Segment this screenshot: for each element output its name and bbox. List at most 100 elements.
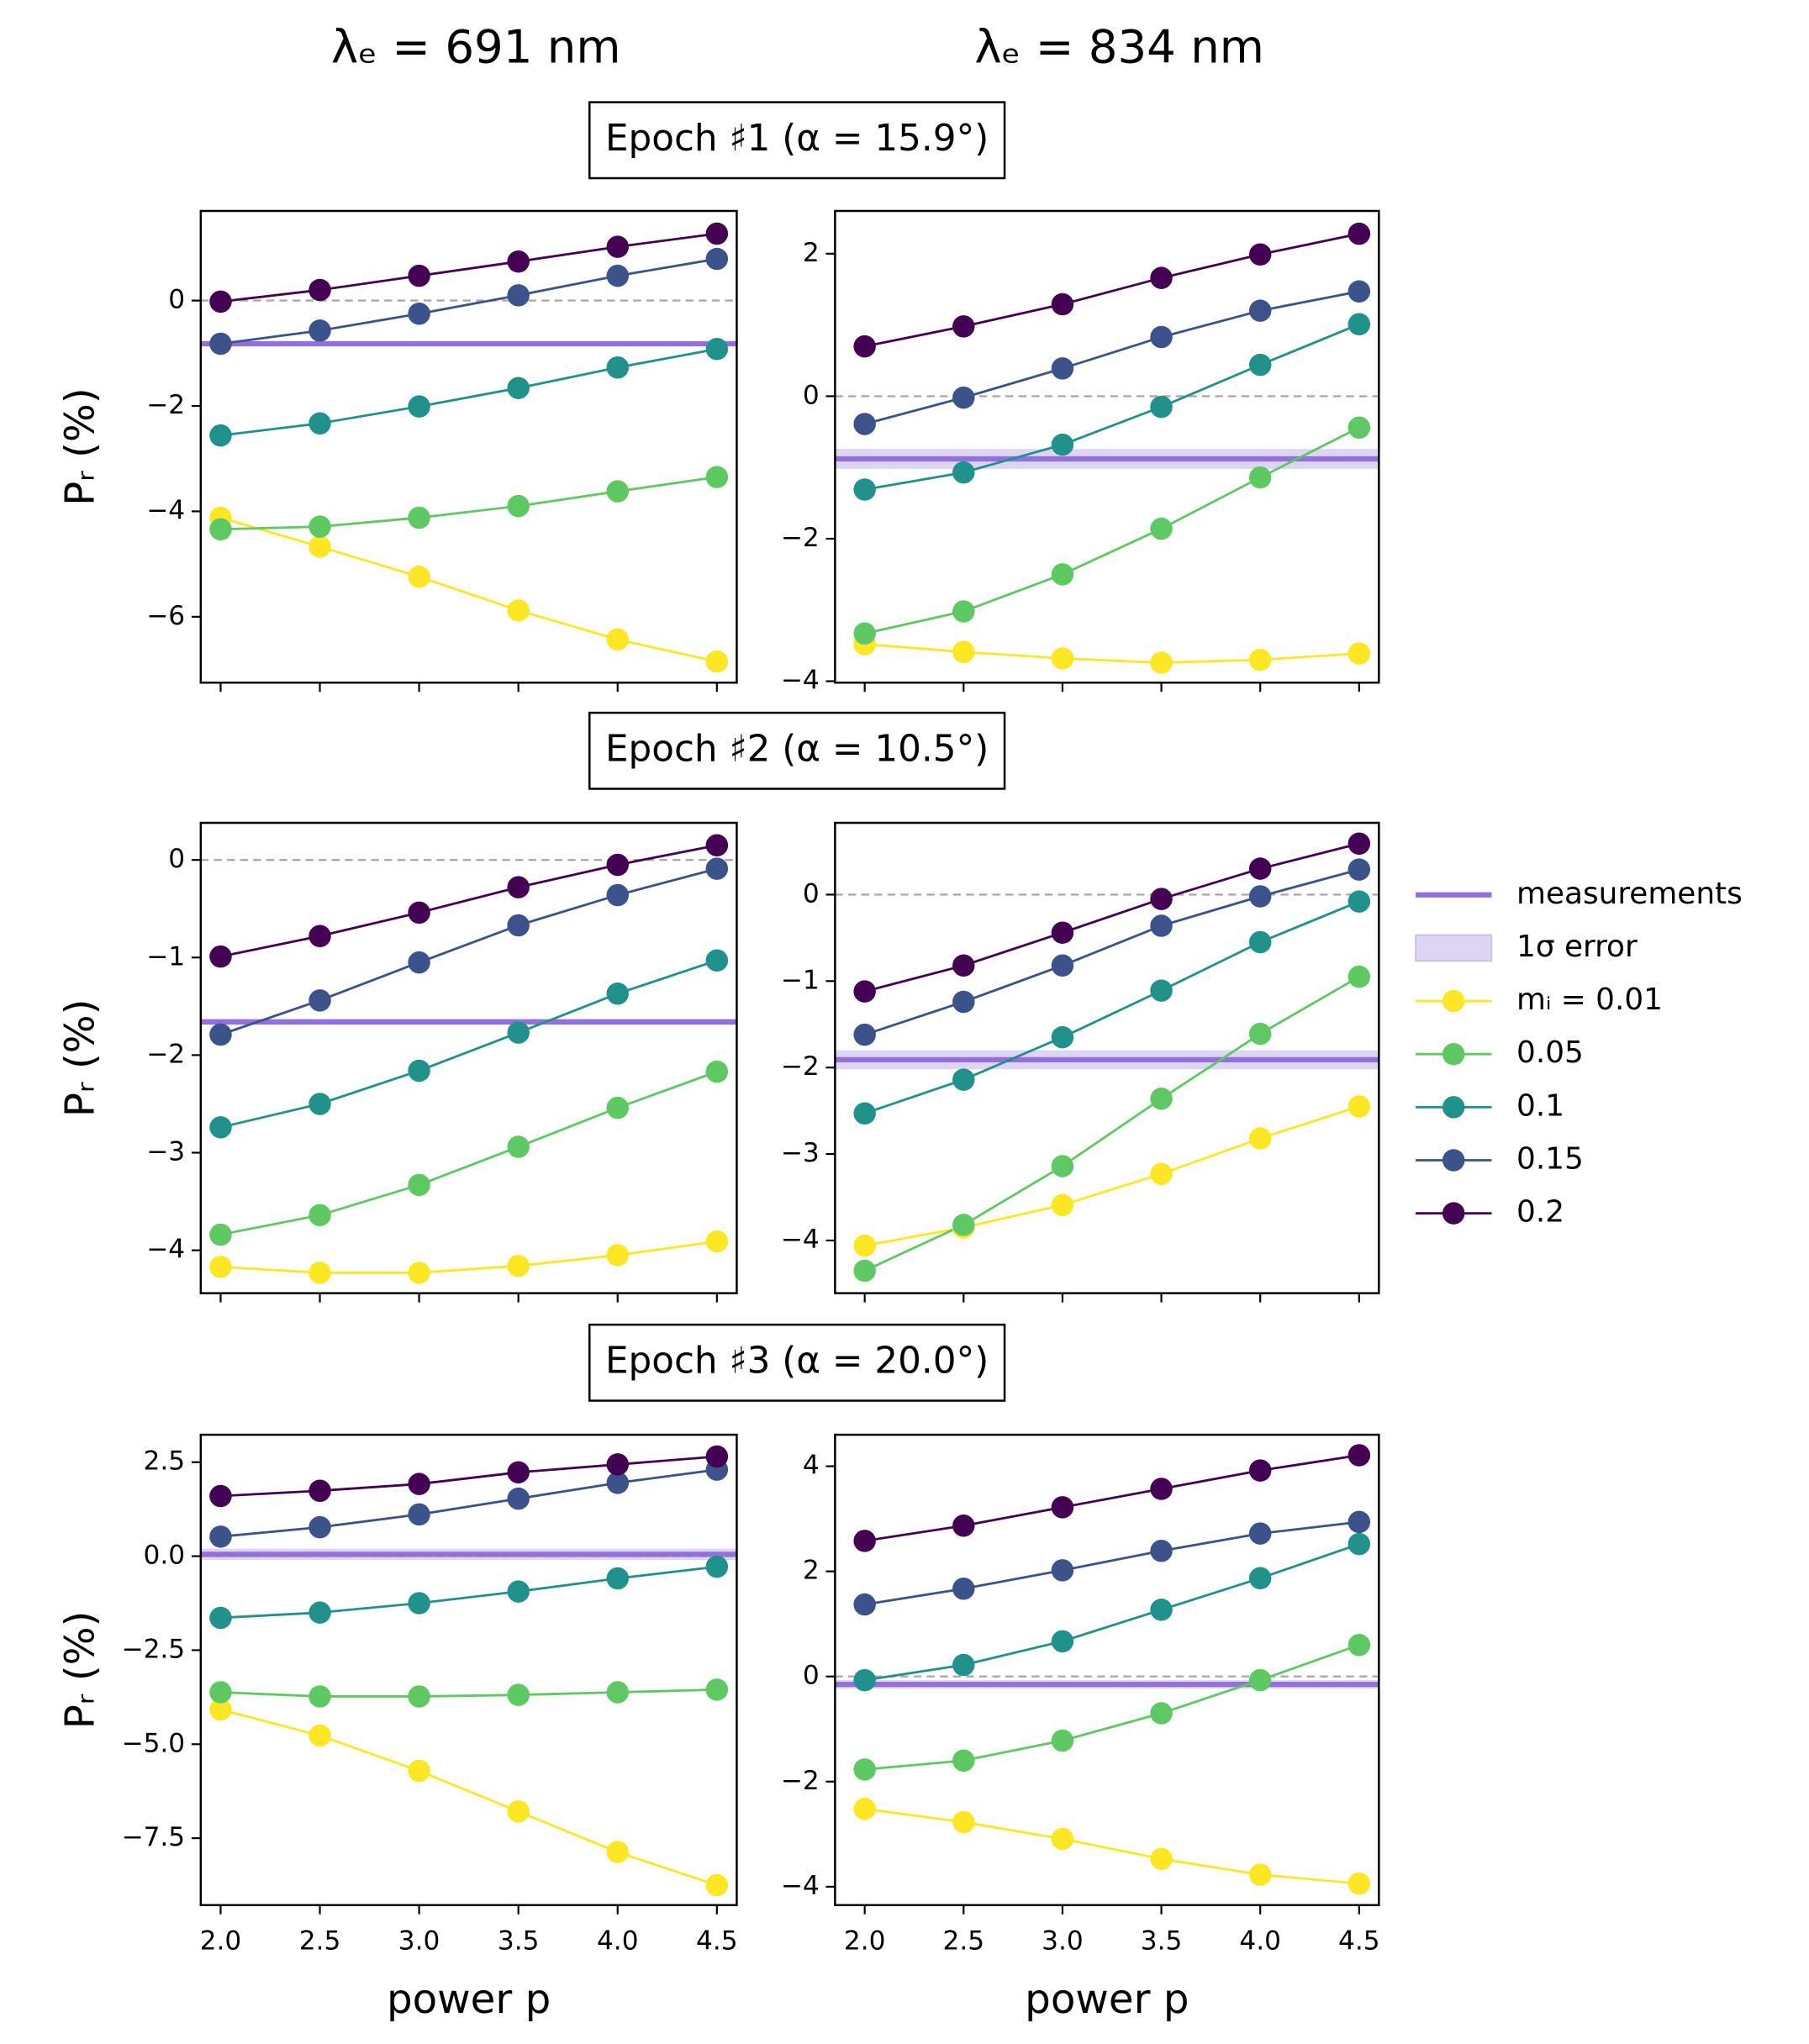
series-line	[220, 844, 718, 958]
series-marker	[705, 247, 729, 271]
series-marker	[408, 951, 430, 974]
y-tick-label: −4	[146, 1235, 185, 1265]
series-line	[864, 842, 1360, 993]
epoch-title: Epoch ♯2 (α = 10.5°)	[605, 727, 989, 770]
series-marker	[853, 478, 876, 501]
series-marker	[853, 1102, 876, 1125]
series-marker	[952, 1515, 975, 1537]
series-marker	[309, 1204, 331, 1227]
y-tick-label: −1	[781, 965, 820, 995]
x-tick-label: 2.5	[299, 1925, 341, 1956]
series-marker	[408, 395, 430, 418]
x-tick-label: 4.0	[597, 1925, 639, 1956]
series-marker	[1051, 292, 1074, 316]
y-tick-label: 2	[803, 1556, 820, 1586]
y-tick-label: −2	[781, 1766, 820, 1796]
series-marker	[1051, 1729, 1074, 1752]
series-marker	[1248, 1522, 1272, 1545]
series-marker	[1150, 1540, 1173, 1562]
y-tick-label: −1	[146, 941, 185, 972]
series-marker	[1051, 563, 1074, 586]
series-marker	[606, 1096, 630, 1119]
epoch-title-box	[588, 101, 1006, 180]
series-line	[220, 347, 718, 437]
y-tick-label: −4	[781, 1225, 820, 1255]
series-marker	[1150, 1087, 1173, 1110]
series-marker	[209, 1681, 232, 1704]
y-tick-label: −2	[146, 1039, 185, 1069]
series-line	[864, 1643, 1360, 1771]
series-marker	[1248, 857, 1272, 880]
y-axis-label: Pᵣ (%)	[57, 387, 104, 506]
y-axis-label: Pᵣ (%)	[57, 1611, 104, 1730]
plot-area	[835, 1454, 1379, 1885]
series-marker	[408, 1059, 430, 1083]
x-tick-label: 3.5	[498, 1925, 540, 1956]
y-tick-label: −5.0	[121, 1728, 185, 1758]
series-marker	[408, 1262, 430, 1284]
series-marker	[1150, 1847, 1173, 1870]
series-marker	[209, 1116, 232, 1139]
series-marker	[1051, 1193, 1074, 1217]
series-marker	[507, 914, 530, 937]
y-tick-label: 0	[803, 380, 820, 410]
series-marker	[507, 1683, 530, 1706]
axes-frame	[199, 1433, 738, 1906]
series-marker	[1248, 885, 1272, 908]
series-line	[864, 975, 1360, 1272]
epoch-title: Epoch ♯1 (α = 15.9°)	[605, 117, 989, 160]
series-line	[220, 1240, 718, 1274]
series-marker	[507, 1487, 530, 1510]
series-marker	[408, 506, 430, 529]
series-marker	[606, 883, 630, 907]
series-marker	[952, 990, 975, 1014]
epoch-title-box	[588, 711, 1006, 790]
series-line	[220, 476, 718, 531]
series-marker	[853, 980, 876, 1003]
series-marker	[507, 1135, 530, 1158]
y-tick-label: 0	[168, 844, 185, 874]
series-line	[864, 290, 1360, 425]
series-marker	[1348, 1633, 1371, 1657]
series-line	[864, 1454, 1360, 1542]
series-marker	[1051, 1496, 1074, 1519]
series-line	[220, 1565, 717, 1620]
series-marker	[507, 1254, 530, 1278]
series-marker	[1051, 1155, 1074, 1177]
series-marker	[408, 1685, 430, 1708]
series-marker	[1150, 266, 1173, 289]
series-marker	[853, 1798, 876, 1820]
series-marker	[1348, 1510, 1371, 1534]
series-marker	[309, 1479, 331, 1502]
y-tick-label: 0.0	[144, 1541, 186, 1571]
series-marker	[209, 945, 232, 968]
series-marker	[209, 332, 232, 356]
series-line	[864, 1520, 1359, 1606]
series-marker	[309, 412, 331, 435]
series-marker	[853, 1023, 876, 1046]
series-marker	[705, 949, 729, 972]
y-tick-label: −4	[781, 1871, 820, 1901]
series-marker	[952, 386, 975, 409]
y-tick-label: −2	[781, 1051, 820, 1082]
series-marker	[606, 1681, 630, 1704]
series-marker	[952, 461, 975, 484]
series-marker	[1348, 1444, 1371, 1467]
y-tick-label: −2	[781, 523, 820, 553]
series-marker	[606, 628, 630, 651]
series-marker	[1348, 1095, 1371, 1118]
x-tick-label: 2.0	[844, 1925, 886, 1956]
legend-marker	[1442, 1149, 1465, 1172]
series-marker	[1150, 979, 1173, 1002]
y-tick-label: −3	[781, 1138, 820, 1168]
series-marker	[209, 424, 232, 447]
series-marker	[853, 1530, 876, 1552]
series-marker	[606, 982, 630, 1005]
x-tick-label: 3.0	[398, 1925, 440, 1956]
series-marker	[853, 622, 876, 645]
epoch-title: Epoch ♯3 (α = 20.0°)	[605, 1339, 989, 1382]
legend-marker	[1442, 1042, 1465, 1066]
series-marker	[507, 1461, 530, 1484]
series-line	[864, 868, 1360, 1036]
y-tick-label: 0	[803, 878, 820, 909]
